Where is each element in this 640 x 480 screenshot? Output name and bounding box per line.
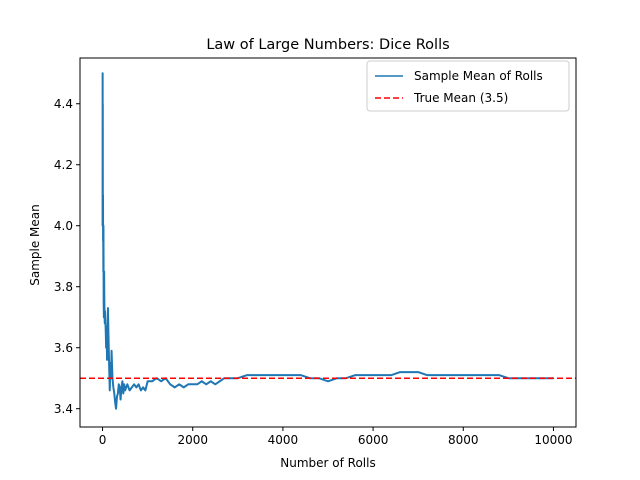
legend-label-sample-mean: Sample Mean of Rolls [414,69,543,83]
x-tick-label: 4000 [268,433,299,447]
legend-frame [366,60,570,112]
x-tick-label: 10000 [534,433,572,447]
y-axis: 3.4 3.6 3.8 4.0 4.2 4.4 [54,97,80,416]
legend-label-true-mean: True Mean (3.5) [413,91,508,105]
x-tick-label: 8000 [448,433,479,447]
x-tick-label: 6000 [358,433,389,447]
x-axis: 0 2000 4000 6000 8000 10000 [99,427,573,447]
y-tick-label: 4.2 [54,158,73,172]
x-tick-label: 0 [99,433,107,447]
chart-title: Law of Large Numbers: Dice Rolls [206,37,449,53]
x-tick-label: 2000 [177,433,208,447]
y-axis-label: Sample Mean [28,204,42,286]
legend: Sample Mean of Rolls True Mean (3.5) [366,60,570,112]
series-line-sample-mean [101,72,554,410]
plot-content [80,72,576,410]
y-tick-label: 3.4 [54,402,73,416]
y-tick-label: 4.4 [54,97,73,111]
x-axis-label: Number of Rolls [280,456,375,470]
y-tick-label: 4.0 [54,219,73,233]
plot-frame [79,57,577,428]
y-tick-label: 3.6 [54,341,73,355]
y-tick-label: 3.8 [54,280,73,294]
